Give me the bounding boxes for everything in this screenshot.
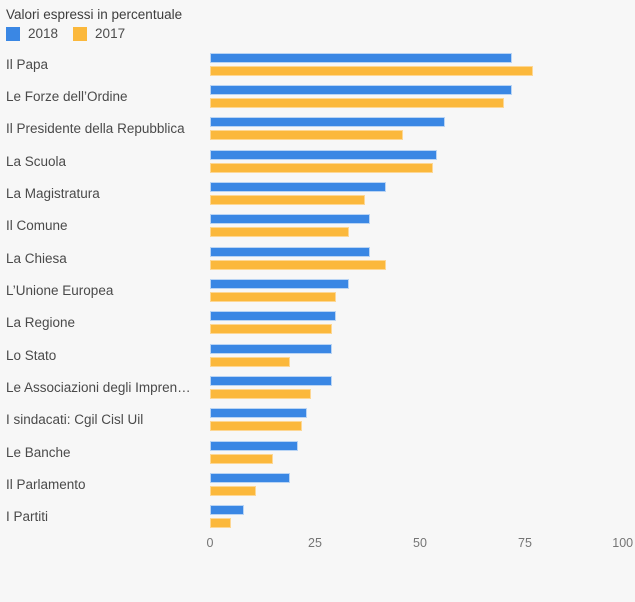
bar-group — [210, 408, 630, 432]
bar-group — [210, 311, 630, 335]
bar-2018[interactable] — [210, 343, 332, 354]
bar-group — [210, 85, 630, 109]
legend-swatch-2018-icon — [6, 26, 20, 41]
bar-2017[interactable] — [210, 98, 504, 109]
bar-2018[interactable] — [210, 149, 437, 160]
chart-row: Il Presidente della Repubblica — [0, 113, 635, 145]
chart-row: Il Parlamento — [0, 468, 635, 500]
category-label: Le Associazioni degli Impren… — [6, 380, 191, 396]
legend-swatch-2017-icon — [73, 26, 88, 41]
bar-group — [210, 246, 630, 270]
x-axis-tick: 50 — [413, 536, 427, 551]
chart-row: Lo Stato — [0, 339, 635, 371]
bar-2018[interactable] — [210, 408, 307, 419]
chart-row: Le Associazioni degli Impren… — [0, 371, 635, 403]
chart-row: L’Unione Europea — [0, 274, 635, 306]
category-label: I Partiti — [6, 509, 49, 525]
chart-title: Valori espressi in percentuale — [6, 7, 183, 22]
category-label: Il Comune — [6, 218, 68, 234]
x-axis-tick: 25 — [308, 536, 322, 551]
bar-group — [210, 505, 630, 529]
category-label: L’Unione Europea — [6, 283, 114, 299]
bar-2018[interactable] — [210, 311, 336, 322]
category-label: La Regione — [6, 315, 76, 331]
bar-group — [210, 52, 630, 76]
bar-2018[interactable] — [210, 279, 349, 290]
bar-group — [210, 279, 630, 303]
bar-group — [210, 214, 630, 238]
x-axis-tick: 0 — [206, 536, 214, 551]
category-label: La Chiesa — [6, 250, 67, 266]
bar-2017[interactable] — [210, 130, 404, 141]
legend-item-2017[interactable]: 2017 — [73, 26, 125, 41]
bar-2018[interactable] — [210, 376, 332, 387]
category-label: Il Presidente della Repubblica — [6, 121, 185, 137]
chart-row: La Chiesa — [0, 242, 635, 274]
bar-2017[interactable] — [210, 292, 336, 303]
chart-row: Il Comune — [0, 210, 635, 242]
category-label: La Magistratura — [6, 186, 100, 202]
bar-2017[interactable] — [210, 324, 332, 335]
chart-row: La Scuola — [0, 145, 635, 177]
chart-row: La Magistratura — [0, 177, 635, 209]
category-label: La Scuola — [6, 153, 67, 169]
bar-2018[interactable] — [210, 440, 299, 451]
chart-row: I Partiti — [0, 501, 635, 533]
x-axis-tick: 75 — [518, 536, 532, 551]
bar-group — [210, 182, 630, 206]
bar-2018[interactable] — [210, 473, 290, 484]
bar-2017[interactable] — [210, 227, 349, 238]
bar-2017[interactable] — [210, 421, 303, 432]
category-label: I sindacati: Cgil Cisl Uil — [6, 412, 144, 428]
category-label: Le Banche — [6, 444, 71, 460]
chart-row: Le Banche — [0, 436, 635, 468]
chart-header: Valori espressi in percentuale 2018 2017 — [0, 0, 635, 41]
chart-row: Il Papa — [0, 48, 635, 80]
bar-2017[interactable] — [210, 162, 433, 173]
bar-group — [210, 343, 630, 367]
bar-2017[interactable] — [210, 453, 273, 464]
category-label: Lo Stato — [6, 347, 57, 363]
legend-label-2017: 2017 — [95, 26, 126, 41]
bar-group — [210, 440, 630, 464]
chart-row: I sindacati: Cgil Cisl Uil — [0, 404, 635, 436]
bar-chart: Il Papa Le Forze dell’Ordine Il Presidente… — [0, 48, 635, 533]
bar-2017[interactable] — [210, 195, 366, 206]
bar-2018[interactable] — [210, 182, 387, 193]
bar-2017[interactable] — [210, 518, 231, 529]
bar-2017[interactable] — [210, 65, 534, 76]
bar-2018[interactable] — [210, 246, 370, 257]
legend-item-2018[interactable]: 2018 — [6, 26, 58, 41]
bar-2017[interactable] — [210, 389, 311, 400]
chart-row: La Regione — [0, 307, 635, 339]
bar-2018[interactable] — [210, 85, 513, 96]
bar-2017[interactable] — [210, 486, 257, 497]
bar-2018[interactable] — [210, 505, 244, 516]
chart-row: Le Forze dell’Ordine — [0, 80, 635, 112]
bar-2017[interactable] — [210, 356, 290, 367]
legend: 2018 2017 — [6, 26, 635, 41]
bar-group — [210, 117, 630, 141]
category-label: Il Papa — [6, 56, 49, 72]
x-axis: 0 25 50 75 100 — [206, 536, 634, 552]
category-label: Il Parlamento — [6, 477, 86, 493]
category-label: Le Forze dell’Ordine — [6, 89, 128, 105]
bar-group — [210, 149, 630, 173]
bar-2018[interactable] — [210, 52, 513, 63]
bar-2017[interactable] — [210, 259, 387, 270]
bar-group — [210, 376, 630, 400]
bar-2018[interactable] — [210, 214, 370, 225]
x-axis-tick: 100 — [612, 536, 634, 551]
legend-label-2018: 2018 — [28, 26, 59, 41]
bar-2018[interactable] — [210, 117, 446, 128]
bar-group — [210, 473, 630, 497]
